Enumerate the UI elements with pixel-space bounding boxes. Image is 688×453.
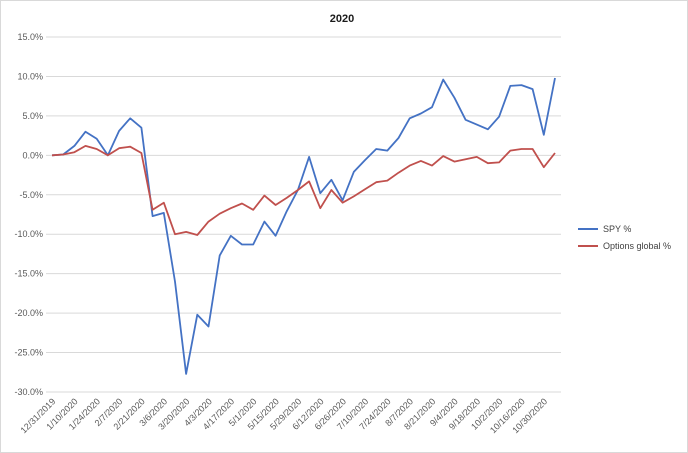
grid-lines xyxy=(46,36,561,393)
y-tick-label: 0.0% xyxy=(22,150,43,160)
y-tick-label: 15.0% xyxy=(17,32,43,42)
y-tick-label: -30.0% xyxy=(14,387,43,397)
chart-title: 2020 xyxy=(330,13,354,25)
series-line-options-global xyxy=(51,144,556,236)
y-tick-label: -10.0% xyxy=(14,229,43,239)
y-tick-label: -20.0% xyxy=(14,308,43,318)
x-axis: 12/31/20191/10/20201/24/20202/7/20202/21… xyxy=(18,396,549,435)
y-tick-label: -25.0% xyxy=(14,348,43,358)
series-lines xyxy=(51,77,556,375)
y-tick-label: 5.0% xyxy=(22,111,43,121)
y-tick-label: -15.0% xyxy=(14,269,43,279)
legend-label: Options global % xyxy=(603,241,671,251)
y-tick-label: -5.0% xyxy=(19,190,43,200)
legend-label: SPY % xyxy=(603,224,631,234)
y-axis: 15.0% 10.0% 5.0% 0.0% -5.0% -10.0% -15.0% -20.0… xyxy=(14,32,43,397)
legend: SPY % Options global % xyxy=(578,224,671,251)
series-line-spy xyxy=(51,77,556,375)
y-tick-label: 10.0% xyxy=(17,71,43,81)
